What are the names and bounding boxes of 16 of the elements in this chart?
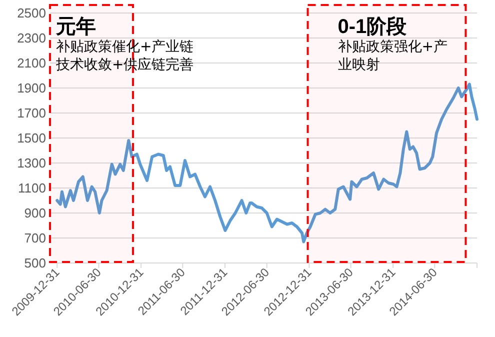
y-tick-label: 900 (24, 206, 46, 220)
y-tick-label: 1100 (18, 180, 46, 196)
y-tick-label: 700 (24, 230, 46, 246)
line-series (56, 82, 478, 244)
y-tick-label: 2100 (17, 56, 46, 70)
y-tick-label: 1900 (17, 80, 46, 96)
band-label: 0-1阶段 (338, 16, 408, 38)
y-tick-label: 1300 (17, 156, 46, 170)
y-tick-label: 2500 (17, 6, 46, 20)
y-tick-label: 500 (24, 256, 46, 270)
band-label: 元年 (55, 16, 96, 38)
y-tick-label: 1500 (17, 130, 46, 146)
y-tick-label: 2300 (17, 30, 46, 46)
y-tick-label: 1700 (17, 106, 46, 120)
annotation: 补贴政策强化+产业映射 (338, 38, 448, 74)
annotation: 补贴政策催化+产业链技术收敛+供应链完善 (56, 38, 195, 74)
